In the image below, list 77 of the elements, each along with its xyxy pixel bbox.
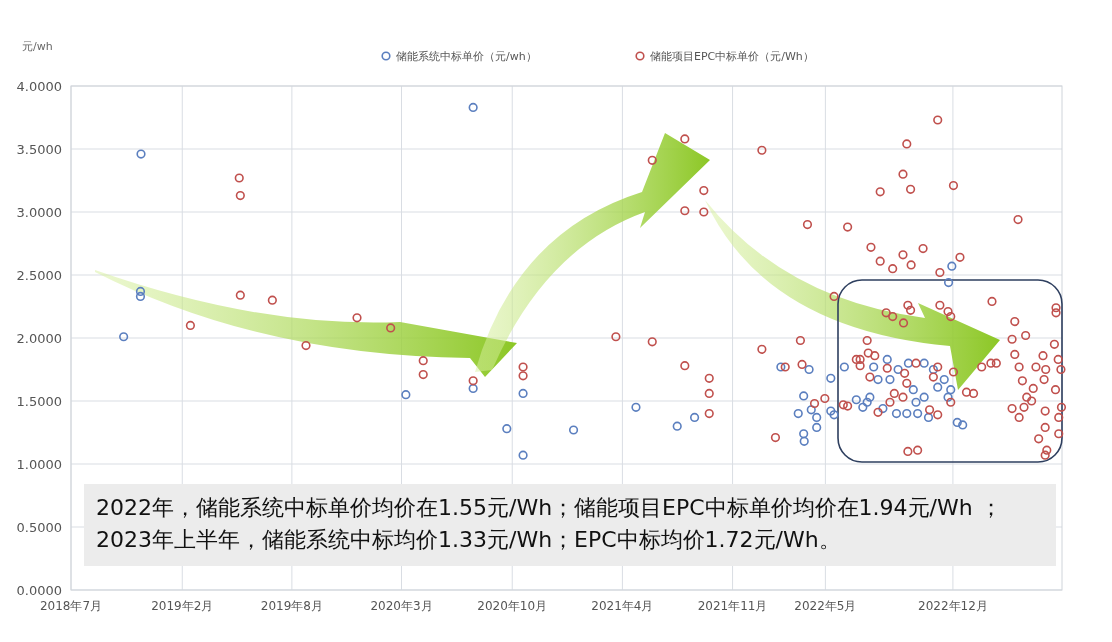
point xyxy=(939,374,949,385)
legend-label: 储能项目EPC中标单价（元/Wh） xyxy=(650,50,814,63)
point xyxy=(518,388,528,399)
point xyxy=(468,383,478,393)
x-tick-label: 2022年12月 xyxy=(918,599,988,613)
point xyxy=(903,358,914,368)
point xyxy=(689,412,700,422)
point xyxy=(919,392,929,402)
point xyxy=(468,102,478,113)
y-tick-label: 0.5000 xyxy=(16,520,62,535)
y-axis-title: 元/wh xyxy=(22,40,53,53)
point xyxy=(858,402,868,412)
y-tick-label: 2.0000 xyxy=(16,331,62,346)
point xyxy=(885,374,895,385)
point xyxy=(136,149,146,159)
y-tick-label: 3.5000 xyxy=(16,142,62,157)
point xyxy=(812,412,822,422)
point xyxy=(851,395,861,405)
y-tick-label: 0.0000 xyxy=(16,583,62,598)
x-tick-label: 2020年3月 xyxy=(370,599,433,613)
x-tick-label: 2020年10月 xyxy=(477,599,548,613)
point xyxy=(873,374,883,385)
point xyxy=(933,382,943,392)
y-tick-label: 3.0000 xyxy=(16,205,62,220)
point xyxy=(943,392,953,402)
point xyxy=(806,405,816,415)
point xyxy=(862,397,872,407)
point xyxy=(882,354,892,365)
x-tick-label: 2022年5月 xyxy=(794,599,857,613)
point xyxy=(878,403,888,414)
point xyxy=(793,409,803,419)
point xyxy=(829,410,839,420)
point xyxy=(923,412,934,422)
y-tick-label: 2.5000 xyxy=(16,268,62,283)
point xyxy=(869,362,879,372)
point xyxy=(958,420,968,430)
point xyxy=(826,406,836,416)
point xyxy=(631,402,641,412)
point xyxy=(568,425,579,435)
point xyxy=(908,385,918,395)
y-tick-label: 1.0000 xyxy=(16,457,62,472)
x-tick-label: 2019年8月 xyxy=(260,599,323,613)
legend-label: 储能系统中标单价（元/wh） xyxy=(396,50,537,63)
y-tick-label: 1.5000 xyxy=(16,394,62,409)
point xyxy=(893,364,903,375)
point xyxy=(839,362,849,372)
point xyxy=(401,390,411,400)
point xyxy=(902,409,912,419)
point xyxy=(799,391,809,401)
point xyxy=(135,291,146,302)
point xyxy=(826,373,836,383)
point xyxy=(919,358,929,368)
point xyxy=(518,450,528,460)
y-tick-label: 4.0000 xyxy=(16,79,62,94)
point xyxy=(946,385,956,395)
point xyxy=(947,261,957,271)
x-tick-label: 2021年4月 xyxy=(591,599,654,613)
point xyxy=(672,421,682,431)
x-tick-label: 2018年7月 xyxy=(39,599,103,613)
x-tick-label: 2021年11月 xyxy=(697,599,768,613)
point xyxy=(119,332,129,342)
point xyxy=(776,362,786,372)
point xyxy=(799,436,809,446)
annotation: 2022年，储能系统中标单价均价在1.55元/Wh；储能项目EPC中标单价均价在1.94元/Wh ；2023年上半年，储能系统中标均价1.33元/Wh；EPC中标均价1.72元/Wh。 xyxy=(84,484,1056,566)
point xyxy=(913,409,923,419)
point xyxy=(928,364,938,375)
point xyxy=(799,429,809,439)
point xyxy=(891,409,902,419)
point xyxy=(865,392,875,402)
x-tick-label: 2019年2月 xyxy=(151,599,214,613)
point xyxy=(502,424,512,434)
point xyxy=(135,286,146,296)
point xyxy=(943,277,954,288)
point xyxy=(952,417,962,428)
point xyxy=(804,364,814,375)
point xyxy=(911,397,921,407)
point xyxy=(812,422,822,433)
